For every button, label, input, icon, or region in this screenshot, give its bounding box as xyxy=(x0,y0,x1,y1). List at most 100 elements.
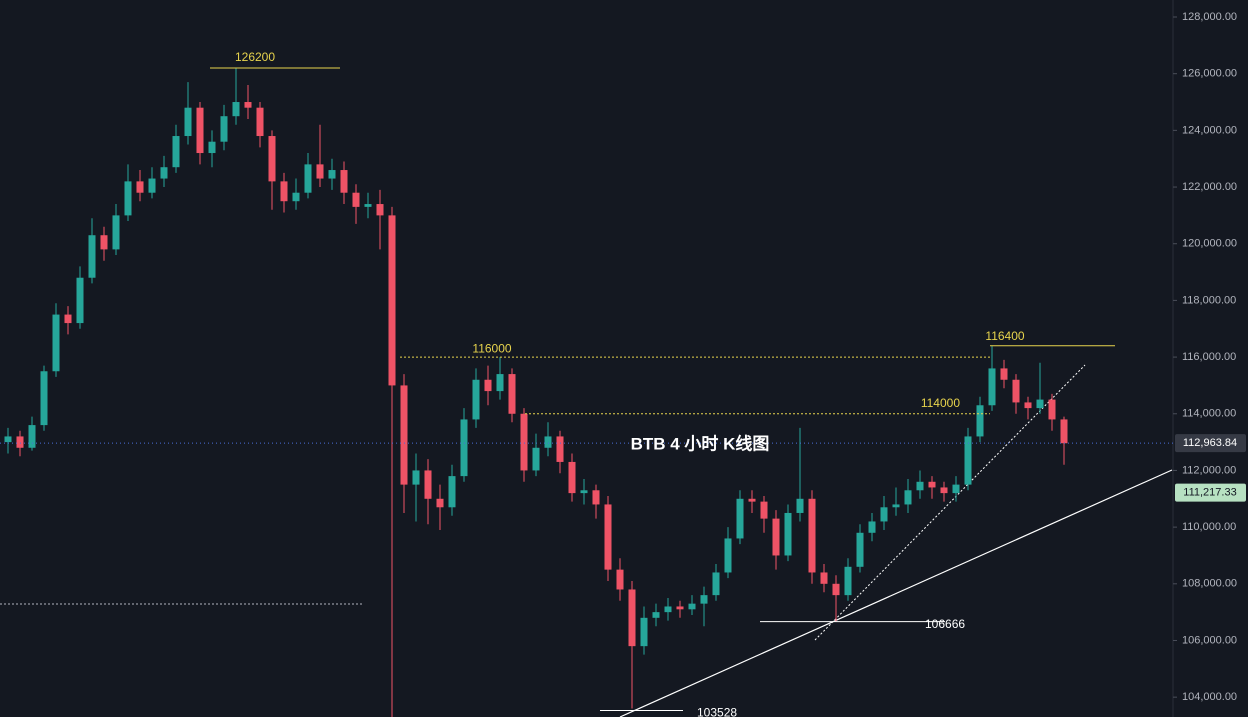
candle-body xyxy=(916,481,924,491)
candle-body xyxy=(76,277,84,324)
candle-body xyxy=(304,164,312,193)
candle-body xyxy=(640,617,648,647)
marks: 104,000.00 106,000.00 108,000.00 110,000.00… xyxy=(0,11,1246,717)
candle-body xyxy=(424,470,432,499)
candle-body xyxy=(136,181,144,193)
candle-body xyxy=(556,436,564,462)
price-tag-label: 111,217.33 xyxy=(1183,487,1236,499)
candle-body xyxy=(256,107,264,137)
candle-body xyxy=(448,476,456,508)
y-tick-label: 110,000.00 xyxy=(1182,521,1236,533)
candle-body xyxy=(364,204,372,207)
candle-body xyxy=(220,116,228,142)
price-tag xyxy=(1175,434,1246,453)
candle-body xyxy=(40,371,48,426)
candle-body xyxy=(808,498,816,573)
candle-body xyxy=(592,490,600,505)
candle-body xyxy=(976,405,984,437)
candle-body xyxy=(760,501,768,519)
candle-body xyxy=(1024,402,1032,409)
candle-body xyxy=(184,107,192,137)
y-tick-label: 116,000.00 xyxy=(1182,351,1236,363)
candle-body xyxy=(472,379,480,420)
price-tag-label: 112,963.84 xyxy=(1183,437,1237,449)
y-tick-label: 128,000.00 xyxy=(1182,11,1237,23)
candle-body xyxy=(1012,379,1020,403)
candle-body xyxy=(964,436,972,485)
candle-body xyxy=(496,374,504,392)
candle-body xyxy=(436,498,444,508)
y-tick-label: 114,000.00 xyxy=(1182,408,1236,420)
y-tick-label: 106,000.00 xyxy=(1182,634,1237,646)
candle-body xyxy=(628,589,636,647)
candle-body xyxy=(616,569,624,590)
candle-body xyxy=(100,235,108,250)
candle-body xyxy=(52,314,60,372)
candle-body xyxy=(664,606,672,613)
y-tick-label: 118,000.00 xyxy=(1182,294,1236,306)
candle-body xyxy=(676,606,684,610)
candle-body xyxy=(784,512,792,556)
candle-body xyxy=(172,136,180,168)
candle-body xyxy=(880,507,888,522)
candle-body xyxy=(88,235,96,278)
candle-body xyxy=(724,538,732,573)
candle-body xyxy=(748,498,756,502)
candle-body xyxy=(868,521,876,533)
candle-body xyxy=(508,374,516,414)
chart-title: BTB 4 小时 K线图 xyxy=(631,433,770,453)
candle-body xyxy=(124,181,132,216)
candle-body xyxy=(700,595,708,604)
candle-body xyxy=(832,583,840,596)
candle-body xyxy=(208,141,216,154)
y-tick-label: 126,000.00 xyxy=(1182,68,1237,80)
candle-body xyxy=(148,178,156,193)
candle-body xyxy=(28,425,36,448)
candle-body xyxy=(904,490,912,505)
candle-body xyxy=(652,612,660,618)
candle-body xyxy=(712,572,720,596)
candle-body xyxy=(1000,368,1008,380)
candle-body xyxy=(940,487,948,494)
y-tick-label: 122,000.00 xyxy=(1182,181,1237,193)
y-tick-label: 112,000.00 xyxy=(1182,464,1236,476)
candle-body xyxy=(388,215,396,386)
candle-body xyxy=(844,566,852,596)
y-tick-label: 124,000.00 xyxy=(1182,124,1237,136)
candle-body xyxy=(352,192,360,207)
candle-body xyxy=(16,436,24,448)
candle-body xyxy=(412,470,420,485)
candle-body xyxy=(328,170,336,179)
level-label: 116000 xyxy=(472,341,511,355)
candle-body xyxy=(580,490,588,494)
candle-body xyxy=(232,102,240,117)
level-label: 116400 xyxy=(985,329,1024,343)
candle-body xyxy=(544,436,552,448)
candle-body xyxy=(772,518,780,556)
candle-body xyxy=(568,461,576,494)
level-label: 126200 xyxy=(235,50,275,64)
candle-body xyxy=(268,136,276,182)
candle-body xyxy=(400,385,408,485)
candle-body xyxy=(1036,399,1044,409)
trend-line xyxy=(619,469,1173,717)
candle-body xyxy=(1060,419,1068,444)
candle-body xyxy=(520,413,528,471)
candle-body xyxy=(112,215,120,250)
candle-body xyxy=(376,204,384,216)
candle-body xyxy=(196,107,204,154)
price-tag xyxy=(1175,483,1246,502)
candle-body xyxy=(292,192,300,202)
candle-body xyxy=(688,603,696,610)
candle-body xyxy=(796,498,804,513)
candle-body xyxy=(604,504,612,570)
candle-body xyxy=(4,436,12,443)
candle-body xyxy=(856,532,864,567)
candle-body xyxy=(160,167,168,179)
candle-body xyxy=(340,170,348,193)
candle-body xyxy=(532,447,540,471)
candle-body xyxy=(64,314,72,324)
